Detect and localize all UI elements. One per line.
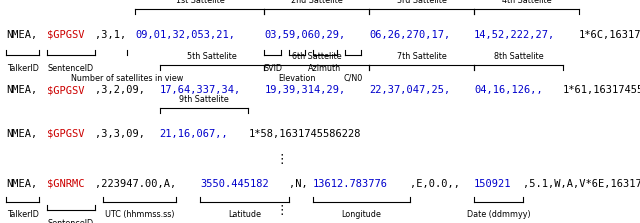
Text: 03,59,060,29,: 03,59,060,29, <box>264 30 346 39</box>
Text: 4th Sattelite: 4th Sattelite <box>502 0 552 5</box>
Text: 1st Sattelite: 1st Sattelite <box>175 0 225 5</box>
Text: ,223947.00,A,: ,223947.00,A, <box>95 179 177 189</box>
Text: Latitude: Latitude <box>228 210 261 219</box>
Text: 13612.783776: 13612.783776 <box>313 179 388 189</box>
Text: ,3,3,09,: ,3,3,09, <box>95 129 145 139</box>
Text: 6th Sattelite: 6th Sattelite <box>292 52 342 61</box>
Text: NMEA,: NMEA, <box>6 30 38 39</box>
Text: ,N,: ,N, <box>289 179 307 189</box>
Text: ,3,2,09,: ,3,2,09, <box>95 85 145 95</box>
Text: Longitude: Longitude <box>341 210 381 219</box>
Text: TalkerID: TalkerID <box>6 210 38 219</box>
Text: SentenceID: SentenceID <box>48 219 94 223</box>
Text: ⋮: ⋮ <box>275 204 288 217</box>
Text: $GPGSV: $GPGSV <box>47 85 84 95</box>
Text: NMEA,: NMEA, <box>6 85 38 95</box>
Text: $GPGSV: $GPGSV <box>47 30 84 39</box>
Text: Date (ddmmyy): Date (ddmmyy) <box>467 210 530 219</box>
Text: 09,01,32,053,21,: 09,01,32,053,21, <box>136 30 236 39</box>
Text: $GPGSV: $GPGSV <box>47 129 84 139</box>
Text: 21,16,067,,: 21,16,067,, <box>159 129 228 139</box>
Text: NMEA,: NMEA, <box>6 179 38 189</box>
Text: 2nd Sattelite: 2nd Sattelite <box>291 0 343 5</box>
Text: 17,64,337,34,: 17,64,337,34, <box>159 85 241 95</box>
Text: 1*61,1631745586228: 1*61,1631745586228 <box>563 85 640 95</box>
Text: 150921: 150921 <box>474 179 511 189</box>
Text: 7th Sattelite: 7th Sattelite <box>397 52 447 61</box>
Text: 14,52,222,27,: 14,52,222,27, <box>474 30 556 39</box>
Text: SentenceID: SentenceID <box>48 64 94 72</box>
Text: 1*58,1631745586228: 1*58,1631745586228 <box>248 129 361 139</box>
Text: SVID: SVID <box>263 64 282 72</box>
Text: ⋮: ⋮ <box>275 153 288 166</box>
Text: ,E,0.0,,: ,E,0.0,, <box>410 179 460 189</box>
Text: Elevation: Elevation <box>278 74 316 83</box>
Text: ,3,1,: ,3,1, <box>95 30 126 39</box>
Text: $GNRMC: $GNRMC <box>47 179 84 189</box>
Text: 5th Sattelite: 5th Sattelite <box>187 52 237 61</box>
Text: ,5.1,W,A,V*6E,1631745586240: ,5.1,W,A,V*6E,1631745586240 <box>522 179 640 189</box>
Text: 3550.445182: 3550.445182 <box>200 179 269 189</box>
Text: 19,39,314,29,: 19,39,314,29, <box>264 85 346 95</box>
Text: UTC (hhmmss.ss): UTC (hhmmss.ss) <box>105 210 174 219</box>
Text: 1*6C,1631745586227: 1*6C,1631745586227 <box>579 30 640 39</box>
Text: 22,37,047,25,: 22,37,047,25, <box>369 85 451 95</box>
Text: C/N0: C/N0 <box>344 74 363 83</box>
Text: 9th Sattelite: 9th Sattelite <box>179 95 229 104</box>
Text: Azimuth: Azimuth <box>308 64 342 72</box>
Text: NMEA,: NMEA, <box>6 129 38 139</box>
Text: Number of satellites in view: Number of satellites in view <box>71 74 184 83</box>
Text: 3rd Sattelite: 3rd Sattelite <box>397 0 447 5</box>
Text: TalkerID: TalkerID <box>6 64 38 72</box>
Text: 04,16,126,,: 04,16,126,, <box>474 85 543 95</box>
Text: 8th Sattelite: 8th Sattelite <box>493 52 543 61</box>
Text: 06,26,270,17,: 06,26,270,17, <box>369 30 451 39</box>
